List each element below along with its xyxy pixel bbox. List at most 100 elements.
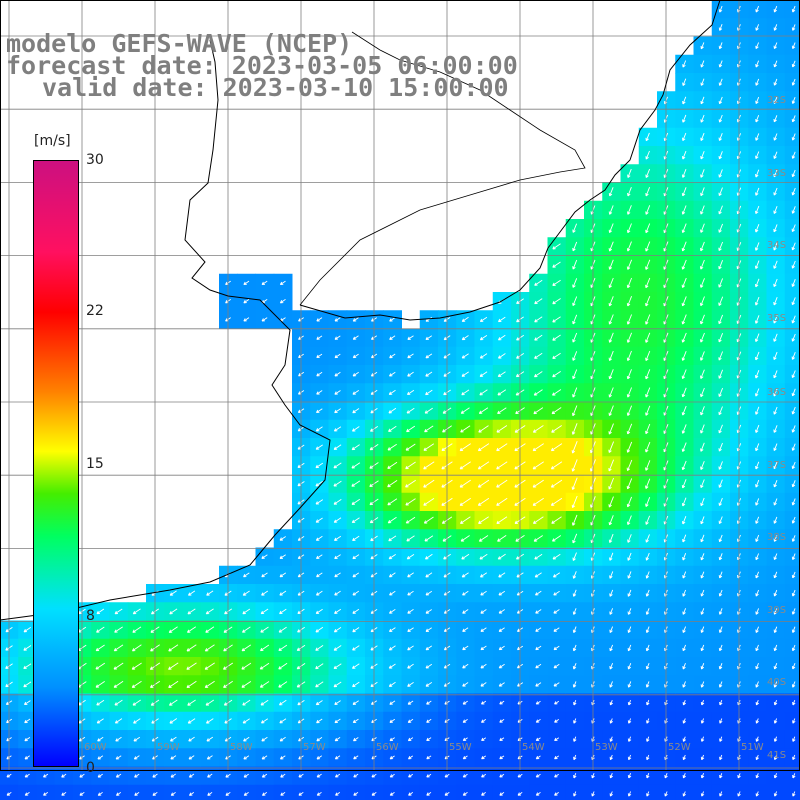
wind-arrow: [334, 408, 341, 414]
lat-label: 35S: [767, 313, 787, 324]
wind-arrow: [755, 663, 759, 670]
wind-speed-cell: [328, 784, 348, 800]
wind-arrow: [682, 114, 687, 123]
wind-arrow: [773, 700, 778, 706]
wind-arrow: [609, 589, 614, 597]
colorbar-tick-30: 30: [86, 152, 104, 168]
wind-arrow: [316, 371, 323, 377]
wind-arrow: [700, 169, 705, 178]
wind-arrow: [572, 278, 578, 288]
wind-arrow: [718, 223, 724, 233]
wind-arrow: [608, 423, 614, 435]
wind-arrow: [241, 681, 252, 688]
wind-arrow: [773, 388, 778, 397]
wind-arrow: [700, 736, 705, 742]
wind-speed-cell: [784, 146, 800, 165]
wind-arrow: [552, 389, 562, 396]
wind-speed-cell: [474, 784, 494, 800]
wind-arrow: [535, 755, 541, 760]
wind-arrow: [96, 608, 105, 615]
wind-arrow: [316, 390, 323, 395]
wind-arrow: [754, 224, 760, 233]
wind-arrow: [462, 773, 468, 778]
wind-arrow: [24, 755, 30, 760]
wind-arrow: [351, 517, 360, 524]
wind-arrow: [459, 461, 471, 470]
wind-arrow: [700, 369, 705, 379]
wind-arrow: [279, 554, 286, 559]
wind-arrow: [718, 387, 724, 397]
wind-arrow: [718, 5, 723, 13]
wind-arrow: [480, 645, 487, 651]
wind-arrow: [407, 572, 414, 578]
wind-arrow: [571, 459, 578, 472]
wind-arrow: [791, 5, 796, 13]
wind-arrow: [773, 754, 778, 761]
wind-arrow: [755, 644, 759, 652]
wind-arrow: [498, 590, 506, 596]
wind-arrow: [609, 681, 613, 688]
wind-arrow: [681, 314, 687, 325]
wind-arrow: [478, 516, 489, 524]
wind-arrow: [791, 352, 796, 360]
wind-arrow: [333, 444, 342, 450]
wind-arrow: [243, 572, 250, 578]
wind-arrow: [608, 369, 614, 380]
wind-arrow: [96, 626, 105, 633]
wind-arrow: [316, 572, 323, 578]
wind-arrow: [351, 462, 361, 469]
wind-arrow: [791, 608, 796, 615]
wind-arrow: [206, 736, 214, 742]
wind-speed-cell: [456, 784, 475, 800]
wind-arrow: [700, 442, 705, 452]
wind-arrow: [334, 371, 341, 377]
wind-arrow: [700, 589, 705, 597]
wind-arrow: [407, 627, 414, 633]
wind-arrow: [700, 754, 705, 761]
wind-arrow: [609, 571, 614, 579]
wind-arrow: [316, 408, 323, 414]
wind-arrow: [461, 553, 470, 560]
wind-arrow: [572, 259, 578, 270]
wind-arrow: [645, 681, 650, 688]
lon-label: 56W: [376, 742, 399, 753]
wind-arrow: [572, 533, 578, 544]
wind-arrow: [388, 425, 397, 432]
wind-arrow: [571, 477, 578, 490]
wind-arrow: [626, 478, 633, 490]
wind-speed-cell: [146, 784, 165, 800]
wind-arrow: [627, 754, 632, 761]
wind-speed-cell: [492, 784, 512, 800]
wind-arrow: [627, 791, 632, 797]
wind-arrow: [535, 700, 541, 705]
wind-arrow: [479, 335, 488, 341]
wind-arrow: [791, 589, 796, 597]
wind-arrow: [754, 351, 760, 361]
wind-arrow: [719, 754, 723, 761]
wind-arrow: [791, 24, 796, 31]
wind-arrow: [334, 390, 341, 395]
wind-arrow: [280, 792, 286, 796]
wind-arrow: [699, 278, 705, 288]
wind-arrow: [187, 699, 196, 706]
wind-arrow: [170, 755, 177, 760]
wind-arrow: [334, 737, 341, 742]
wind-arrow: [718, 151, 723, 160]
wind-arrow: [243, 773, 249, 778]
wind-arrow: [608, 533, 614, 544]
wind-arrow: [626, 241, 632, 252]
wind-arrow: [113, 662, 124, 670]
wind-arrow: [718, 296, 724, 306]
wind-arrow: [480, 590, 487, 596]
wind-arrow: [626, 277, 633, 289]
wind-arrow: [791, 224, 796, 233]
wind-arrow: [773, 96, 778, 104]
wind-arrow: [131, 680, 142, 688]
wind-arrow: [700, 571, 705, 579]
wind-arrow: [627, 187, 632, 197]
wind-arrow: [316, 353, 323, 359]
wind-arrow: [315, 444, 323, 450]
wind-arrow: [791, 425, 796, 433]
wind-arrow: [371, 792, 377, 796]
wind-arrow: [718, 479, 723, 488]
